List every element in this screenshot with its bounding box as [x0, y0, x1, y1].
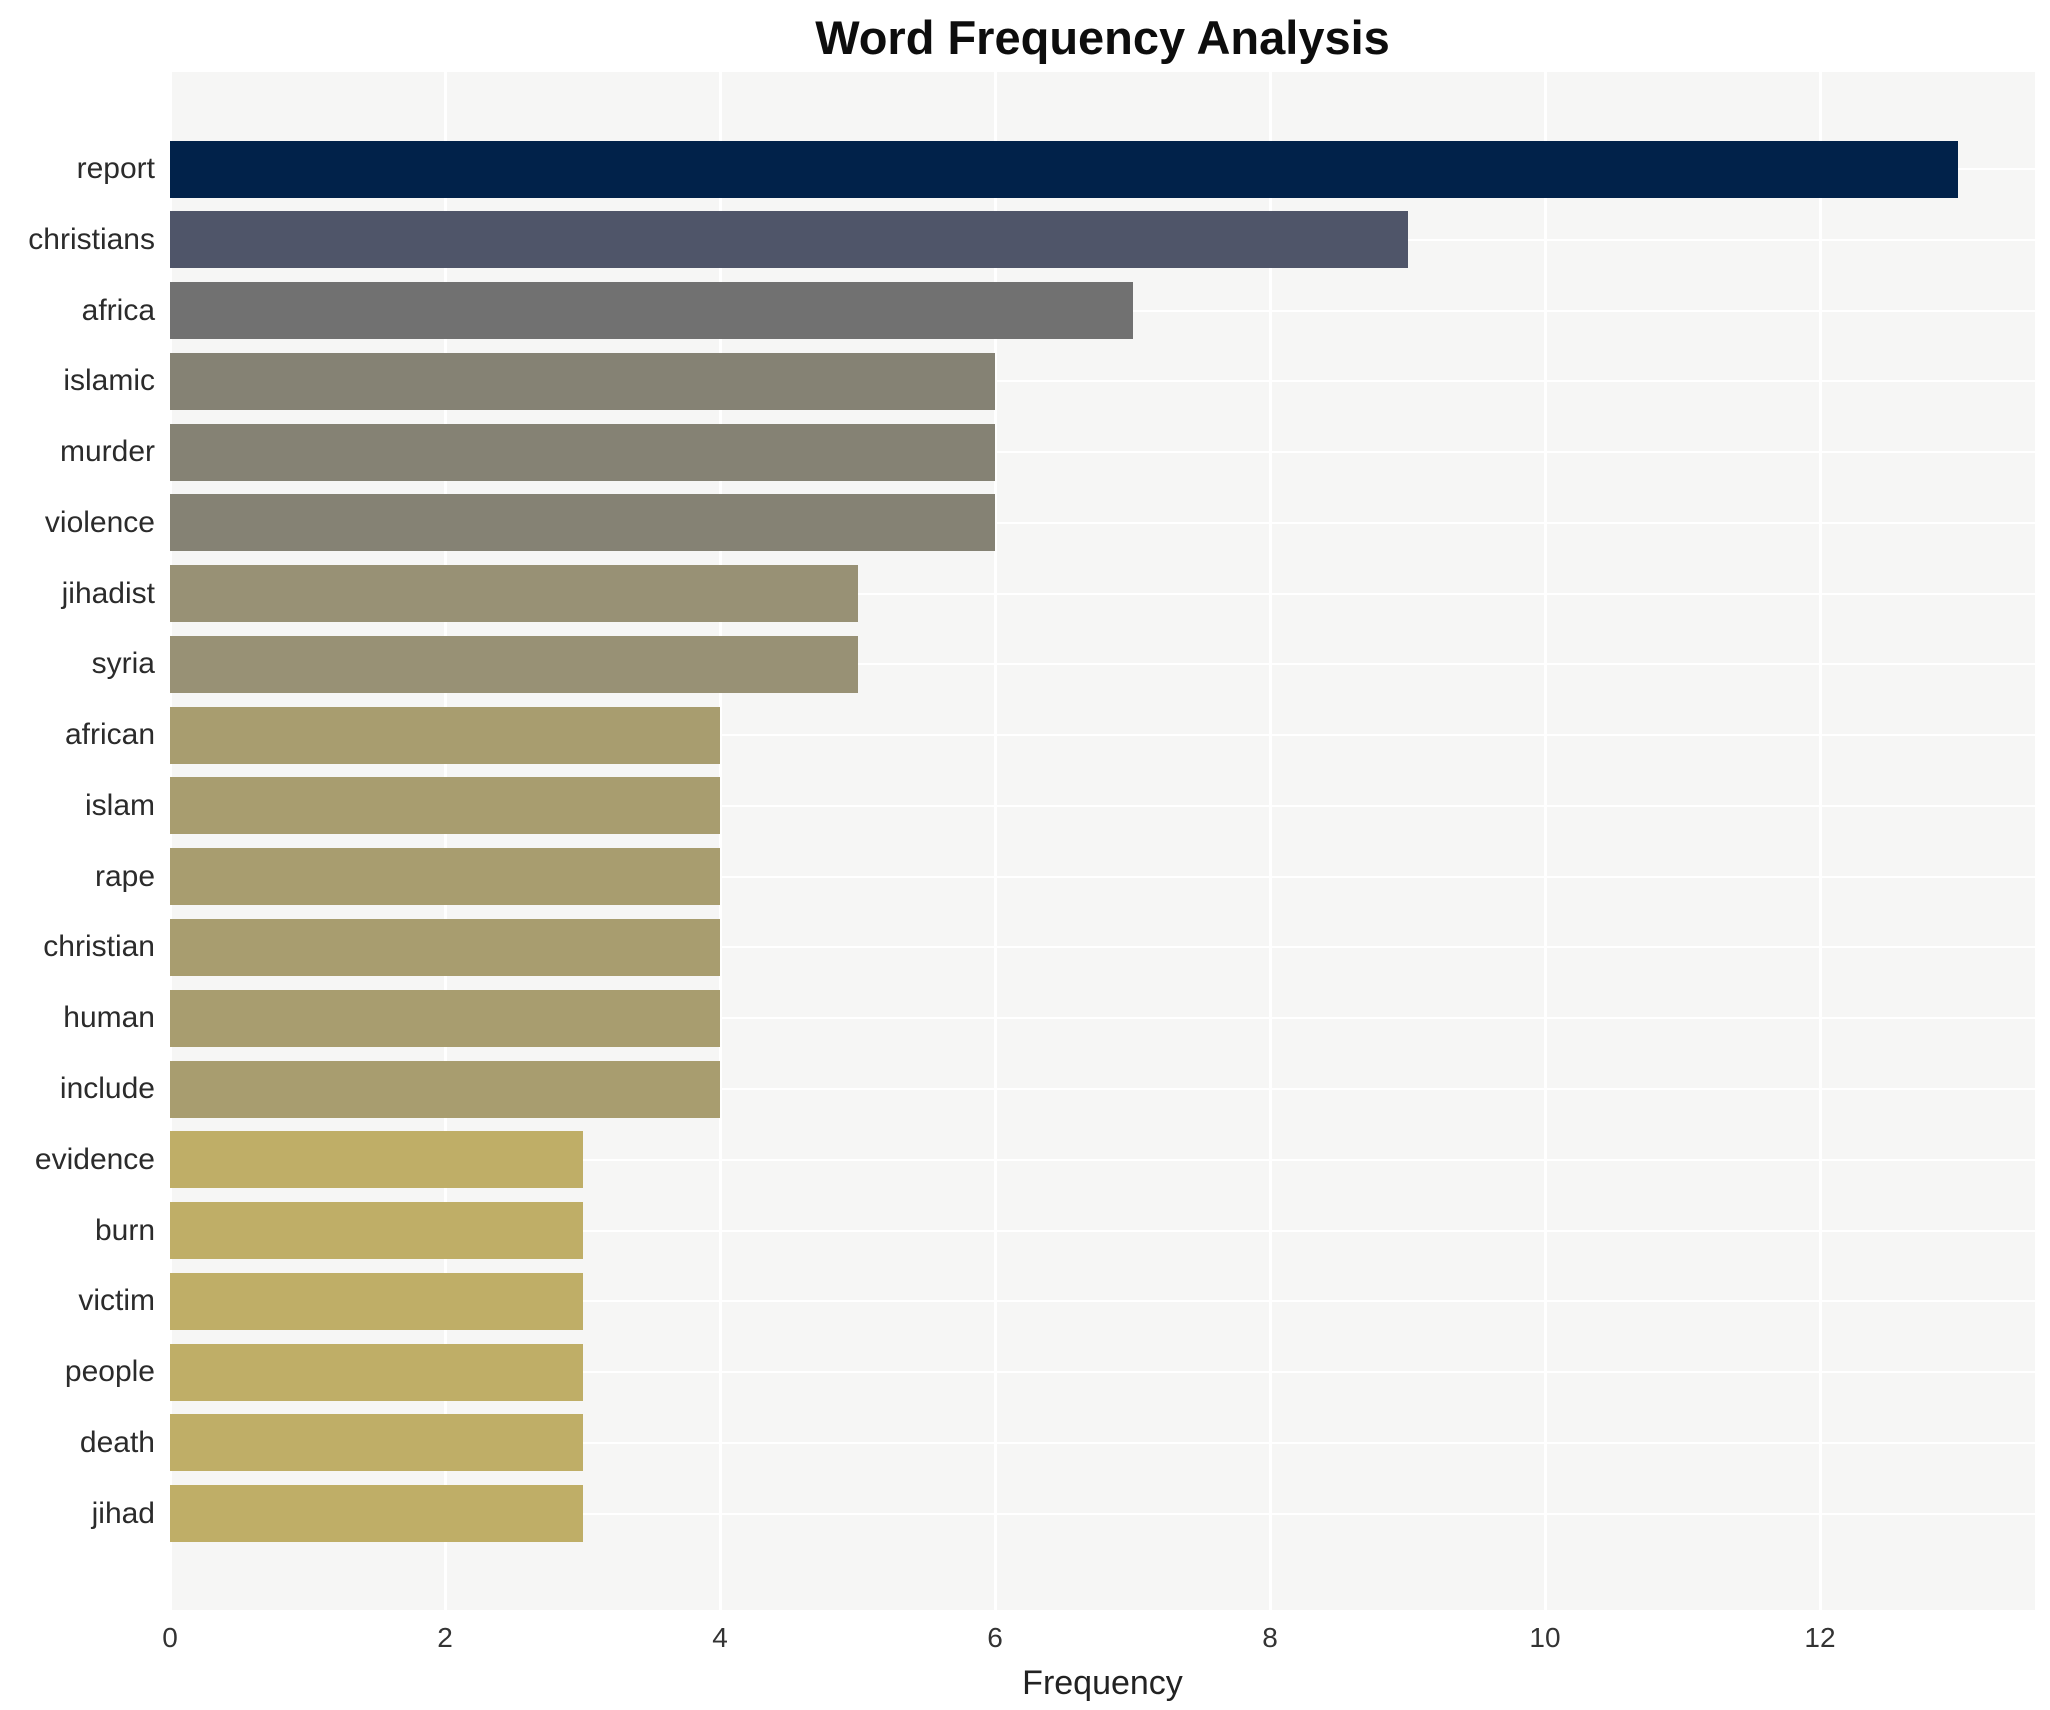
- gridline-row: [170, 1300, 2035, 1303]
- gridline-row: [170, 521, 2035, 524]
- frequency-bar-burn: [170, 1202, 583, 1260]
- frequency-bar-evidence: [170, 1131, 583, 1189]
- category-label-jihadist: jihadist: [61, 576, 155, 610]
- category-label-syria: syria: [91, 647, 155, 681]
- category-label-human: human: [63, 1001, 155, 1035]
- gridline-x-4: [719, 72, 722, 1610]
- frequency-bar-human: [170, 989, 720, 1047]
- category-label-burn: burn: [94, 1213, 155, 1247]
- x-tick-label-6: 6: [987, 1622, 1003, 1653]
- gridline-row: [170, 1088, 2035, 1090]
- gridline-row: [170, 946, 2035, 949]
- frequency-bar-murder: [170, 423, 995, 481]
- frequency-bar-islam: [170, 777, 720, 835]
- x-tick-label-2: 2: [437, 1622, 453, 1653]
- gridline-row: [170, 1158, 2035, 1161]
- category-label-christian: christian: [43, 930, 155, 964]
- gridline-row: [170, 451, 2035, 454]
- gridline-x-2: [444, 72, 447, 1610]
- gridline-x-0: [169, 72, 172, 1610]
- frequency-bar-people: [170, 1343, 583, 1401]
- frequency-bar-jihad: [170, 1485, 583, 1543]
- frequency-bar-african: [170, 706, 720, 764]
- gridline-row: [170, 1512, 2035, 1515]
- gridline-x-12: [1819, 72, 1822, 1610]
- gridline-x-6: [994, 72, 997, 1610]
- frequency-bar-jihadist: [170, 565, 858, 623]
- category-label-christians: christians: [28, 222, 155, 256]
- frequency-bar-death: [170, 1414, 583, 1472]
- gridline-row: [170, 804, 2035, 807]
- frequency-bar-include: [170, 1060, 720, 1118]
- category-label-victim: victim: [78, 1284, 155, 1318]
- category-label-report: report: [76, 152, 155, 185]
- gridline-row: [170, 1229, 2035, 1232]
- category-label-islamic: islamic: [63, 364, 155, 398]
- gridline-row: [170, 734, 2035, 737]
- frequency-bar-syria: [170, 635, 858, 693]
- category-label-rape: rape: [94, 859, 155, 893]
- x-tick-label-12: 12: [1804, 1622, 1836, 1653]
- frequency-bar-africa: [170, 282, 1133, 340]
- gridline-row: [170, 875, 2035, 878]
- x-tick-label-8: 8: [1262, 1622, 1278, 1653]
- x-axis-title: Frequency: [1022, 1664, 1183, 1702]
- x-tick-label-10: 10: [1529, 1622, 1561, 1653]
- gridline-row: [170, 1371, 2035, 1374]
- frequency-bar-rape: [170, 848, 720, 906]
- category-label-african: african: [64, 718, 155, 752]
- category-label-people: people: [64, 1355, 155, 1389]
- category-label-evidence: evidence: [34, 1142, 155, 1176]
- frequency-bar-christians: [170, 211, 1408, 269]
- frequency-bar-christian: [170, 918, 720, 976]
- gridline-row: [170, 380, 2035, 383]
- category-label-jihad: jihad: [91, 1496, 155, 1530]
- category-label-violence: violence: [44, 505, 155, 539]
- plot-area: [169, 72, 2035, 1610]
- frequency-bar-victim: [170, 1272, 583, 1330]
- category-label-islam: islam: [84, 788, 155, 822]
- frequency-bar-report: [170, 140, 1958, 198]
- frequency-bar-islamic: [170, 352, 995, 410]
- gridline-x-8: [1269, 72, 1272, 1610]
- x-tick-label-0: 0: [162, 1622, 178, 1653]
- chart-title: Word Frequency Analysis: [815, 11, 1390, 64]
- gridline-row: [170, 1441, 2035, 1444]
- category-label-include: include: [59, 1072, 155, 1105]
- gridline-row: [170, 1017, 2035, 1020]
- gridline-row: [170, 663, 2035, 666]
- gridline-row: [170, 592, 2035, 595]
- frequency-bar-violence: [170, 494, 995, 552]
- category-label-murder: murder: [59, 435, 155, 469]
- gridline-x-10: [1544, 72, 1547, 1610]
- x-tick-label-4: 4: [712, 1622, 728, 1653]
- category-label-death: death: [79, 1425, 155, 1459]
- category-label-africa: africa: [81, 293, 155, 327]
